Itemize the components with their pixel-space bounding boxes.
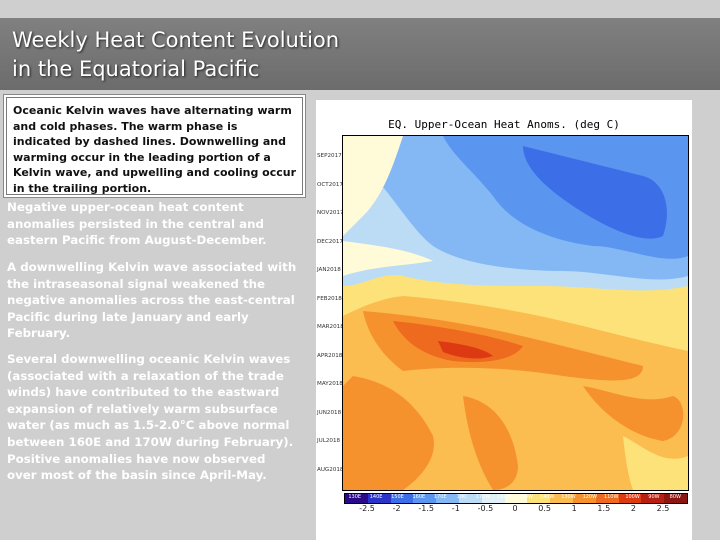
colorbar-swatch: [458, 494, 482, 503]
colorbar-value: 0.5: [538, 504, 551, 513]
longitude-label: 160E: [412, 494, 426, 500]
colorbar-value: 0: [512, 504, 518, 513]
longitude-label: 140E: [369, 494, 383, 500]
colorbar-value: -2: [392, 504, 401, 513]
time-label: DEC2017: [317, 238, 343, 245]
time-label: AUG2018: [317, 466, 344, 473]
longitude-label: 130E: [348, 494, 362, 500]
colorbar-value: -0.5: [477, 504, 494, 513]
colorbar-value: 2: [630, 504, 636, 513]
colorbar: [344, 493, 688, 504]
time-label: MAR2018: [317, 324, 344, 330]
colorbar-swatch: [413, 494, 437, 503]
figure-title: EQ. Upper-Ocean Heat Anoms. (deg C): [388, 118, 620, 131]
colorbar-value: -1.5: [418, 504, 434, 513]
colorbar-swatch: [481, 494, 505, 503]
time-label: SEP2017: [317, 153, 342, 159]
longitude-label: 140W: [539, 494, 555, 500]
anomaly-field: [343, 136, 688, 490]
hovmoller-plot: [342, 135, 689, 491]
hovmoller-figure: EQ. Upper-Ocean Heat Anoms. (deg C) SEP2…: [316, 100, 692, 540]
colorbar-swatch: [641, 494, 665, 503]
slide-title-line1: Weekly Heat Content Evolution: [12, 28, 340, 52]
colorbar-swatch: [595, 494, 619, 503]
colorbar-swatch: [345, 494, 368, 503]
longitude-label: 100W: [625, 494, 640, 500]
longitude-label: 150W: [518, 494, 533, 500]
colorbar-longitudes: 130E 140E 150E 160E 170E 180 170W 160W 150W 140W 1…: [344, 493, 686, 502]
colorbar-swatch: [618, 494, 642, 503]
colorbar-value: -1: [451, 504, 460, 513]
longitude-label: 130W: [561, 494, 576, 500]
time-label: OCT2017: [317, 181, 343, 188]
slide-title-line2: in the Equatorial Pacific: [12, 57, 260, 81]
time-axis: SEP2017 OCT2017 NOV2017 DEC2017 JAN2018 FEB20…: [317, 135, 344, 489]
longitude-label: 90W: [648, 494, 660, 500]
colorbar-swatch: [550, 494, 573, 503]
paragraph-1: Negative upper-ocean heat content anomal…: [7, 200, 267, 248]
intro-box: Oceanic Kelvin waves have alternating wa…: [6, 97, 303, 195]
colorbar-swatch: [367, 494, 391, 503]
longitude-label: 180: [456, 494, 467, 500]
time-label: JAN2018: [317, 267, 341, 273]
longitude-label: 80W: [669, 494, 681, 500]
time-label: APR2018: [317, 352, 343, 359]
time-label: MAY2018: [317, 381, 343, 387]
longitude-label: 170E: [433, 494, 447, 500]
colorbar-value: -2.5: [359, 504, 375, 513]
intro-text: Oceanic Kelvin waves have alternating wa…: [13, 104, 297, 195]
longitude-label: 170W: [475, 494, 491, 500]
colorbar-swatch: [504, 494, 528, 503]
colorbar-swatch: [572, 494, 596, 503]
colorbar-value: 2.5: [656, 504, 670, 513]
colorbar-labels: -2.5 -2 -1.5 -1 -0.5 0 0.5 1 1.5 2 2.5: [344, 504, 686, 514]
longitude-label: 160W: [497, 494, 512, 500]
longitude-label: 150E: [391, 494, 404, 500]
slide-title: Weekly Heat Content Evolution in the Equ…: [12, 26, 392, 84]
paragraph-3: Several downwelling oceanic Kelvin waves…: [7, 352, 294, 483]
time-label: JUL2018: [317, 438, 341, 444]
time-label: NOV2017: [317, 210, 344, 216]
longitude-label: 110W: [603, 494, 619, 500]
time-label: FEB2018: [317, 295, 342, 302]
colorbar-swatch: [390, 494, 414, 503]
colorbar-swatch: [436, 494, 459, 503]
time-label: JUN2018: [317, 409, 342, 416]
colorbar-swatch: [527, 494, 551, 503]
colorbar-value: 1.5: [597, 504, 611, 513]
title-bar: [0, 18, 720, 90]
paragraph-2: A downwelling Kelvin wave associated wit…: [7, 260, 297, 341]
longitude-label: 120W: [582, 494, 598, 500]
colorbar-swatch: [664, 494, 687, 503]
colorbar-value: 1: [571, 504, 577, 513]
